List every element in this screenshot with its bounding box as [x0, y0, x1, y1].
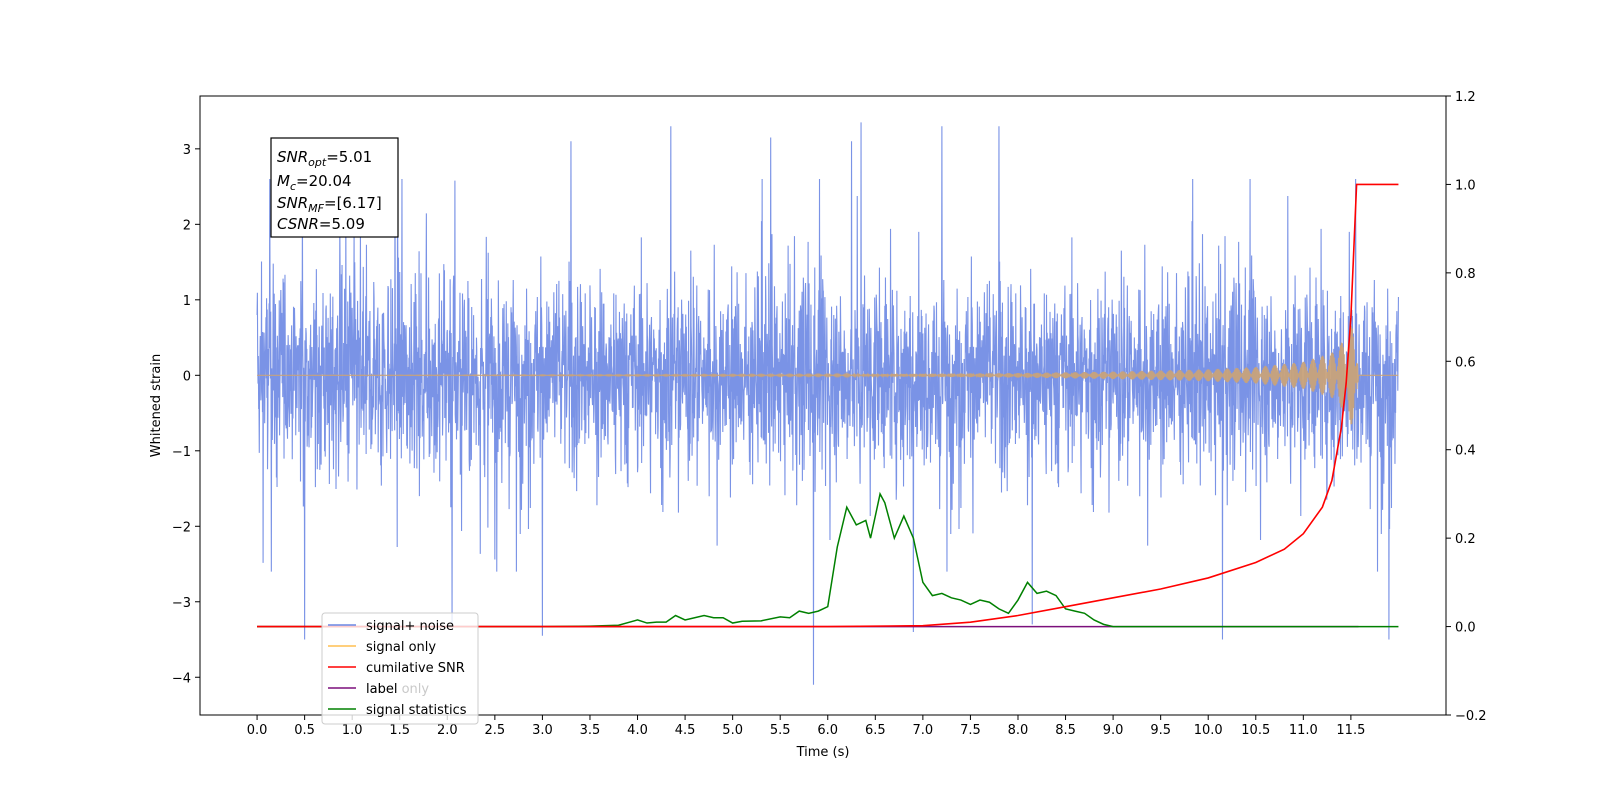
legend-label-signal-noise: signal+ noise [366, 619, 454, 634]
y2-tick-label: 0.6 [1455, 355, 1476, 370]
y2-tick-label: −0.2 [1455, 709, 1487, 724]
y2-tick-label: 0.0 [1455, 621, 1476, 636]
y-tick-label: 0 [183, 369, 191, 384]
y-tick-label: −4 [172, 671, 191, 686]
x-tick-label: 10.0 [1194, 723, 1223, 738]
y2-tick-label: 0.8 [1455, 267, 1476, 282]
y-tick-label: 3 [183, 143, 191, 158]
axes: 0.0 0.5 1.0 1.5 2.0 2.5 3.0 3.5 4.0 4.5 5.0 5.5 6.0 6… [149, 90, 1487, 760]
x-tick-label: 1.0 [342, 723, 363, 738]
legend-label-label: label [366, 682, 397, 697]
legend-label-label-only: label only [366, 682, 429, 697]
snr-mf-text: SNRMF=[6.17] [277, 194, 382, 215]
legend-label-signal-only: signal only [366, 640, 436, 655]
series-cumulative-snr [257, 183, 1399, 628]
x-tick-label: 9.5 [1150, 723, 1171, 738]
x-tick-label: 5.5 [770, 723, 791, 738]
x-tick-label: 6.0 [817, 723, 838, 738]
y2-tick-label: 0.2 [1455, 532, 1476, 547]
x-tick-label: 7.5 [960, 723, 981, 738]
series-signal-only [257, 325, 1399, 425]
y2-tick-label: 0.4 [1455, 444, 1476, 459]
x-tick-label: 3.0 [532, 723, 553, 738]
x-tick-label: 9.0 [1103, 723, 1124, 738]
x-tick-label: 2.0 [437, 723, 458, 738]
y-axis-label: Whitened strain [149, 354, 164, 457]
x-tick-label: 3.5 [580, 723, 601, 738]
series-signal-noise [256, 122, 1399, 685]
y2-tick-label: 1.0 [1455, 178, 1476, 193]
x-tick-label: 4.5 [675, 723, 696, 738]
y-tick-label: −3 [172, 596, 191, 611]
legend: signal+ noise signal only cumilative SNR… [321, 612, 479, 725]
axes-frame [199, 95, 1447, 716]
x-tick-label: 11.0 [1289, 723, 1318, 738]
x-tick-label: 11.5 [1336, 723, 1365, 738]
x-tick-label: 0.0 [247, 723, 268, 738]
x-axis-label: Time (s) [796, 745, 850, 760]
x-tick-label: 0.5 [294, 723, 315, 738]
legend-label-cumulative-snr: cumilative SNR [366, 661, 465, 676]
x-tick-label: 4.0 [627, 723, 648, 738]
y-tick-label: −1 [172, 445, 191, 460]
x-tick-label: 7.0 [913, 723, 934, 738]
legend-label-signal-statistics: signal statistics [366, 703, 467, 718]
x-tick-label: 6.5 [865, 723, 886, 738]
x-tick-label: 8.0 [1008, 723, 1029, 738]
y2-tick-label: 1.2 [1455, 90, 1476, 105]
snr-opt-text: SNRopt=5.01 [277, 148, 372, 169]
x-tick-label: 8.5 [1055, 723, 1076, 738]
csnr-text: CSNR=5.09 [277, 215, 365, 233]
y-tick-label: 1 [183, 294, 191, 309]
mc-text: Mc=20.04 [277, 172, 352, 193]
x-tick-label: 10.5 [1241, 723, 1270, 738]
snr-annotation: SNRopt=5.01 Mc=20.04 SNRMF=[6.17] CSNR=5… [270, 137, 399, 238]
x-tick-label: 5.0 [722, 723, 743, 738]
x-tick-label: 2.5 [485, 723, 506, 738]
series-signal-statistics [257, 491, 1399, 628]
y-tick-label: −2 [172, 520, 191, 535]
y-tick-label: 2 [183, 218, 191, 233]
x-tick-label: 1.5 [389, 723, 410, 738]
